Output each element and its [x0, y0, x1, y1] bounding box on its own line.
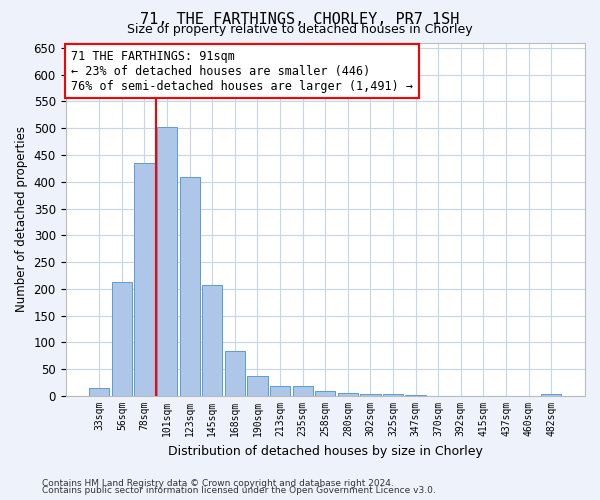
- Bar: [293, 386, 313, 396]
- Text: 71 THE FARTHINGS: 91sqm
← 23% of detached houses are smaller (446)
76% of semi-d: 71 THE FARTHINGS: 91sqm ← 23% of detache…: [71, 50, 413, 92]
- Bar: [247, 376, 268, 396]
- Text: Size of property relative to detached houses in Chorley: Size of property relative to detached ho…: [127, 22, 473, 36]
- Bar: [112, 282, 132, 396]
- Bar: [179, 178, 200, 396]
- X-axis label: Distribution of detached houses by size in Chorley: Distribution of detached houses by size …: [168, 444, 483, 458]
- Text: Contains HM Land Registry data © Crown copyright and database right 2024.: Contains HM Land Registry data © Crown c…: [42, 478, 394, 488]
- Bar: [360, 394, 380, 396]
- Bar: [383, 394, 403, 396]
- Bar: [541, 394, 562, 396]
- Bar: [270, 386, 290, 396]
- Y-axis label: Number of detached properties: Number of detached properties: [15, 126, 28, 312]
- Text: Contains public sector information licensed under the Open Government Licence v3: Contains public sector information licen…: [42, 486, 436, 495]
- Bar: [202, 285, 223, 396]
- Bar: [406, 395, 426, 396]
- Bar: [338, 394, 358, 396]
- Text: 71, THE FARTHINGS, CHORLEY, PR7 1SH: 71, THE FARTHINGS, CHORLEY, PR7 1SH: [140, 12, 460, 28]
- Bar: [134, 163, 155, 396]
- Bar: [157, 127, 177, 396]
- Bar: [89, 388, 109, 396]
- Bar: [315, 390, 335, 396]
- Bar: [225, 350, 245, 396]
